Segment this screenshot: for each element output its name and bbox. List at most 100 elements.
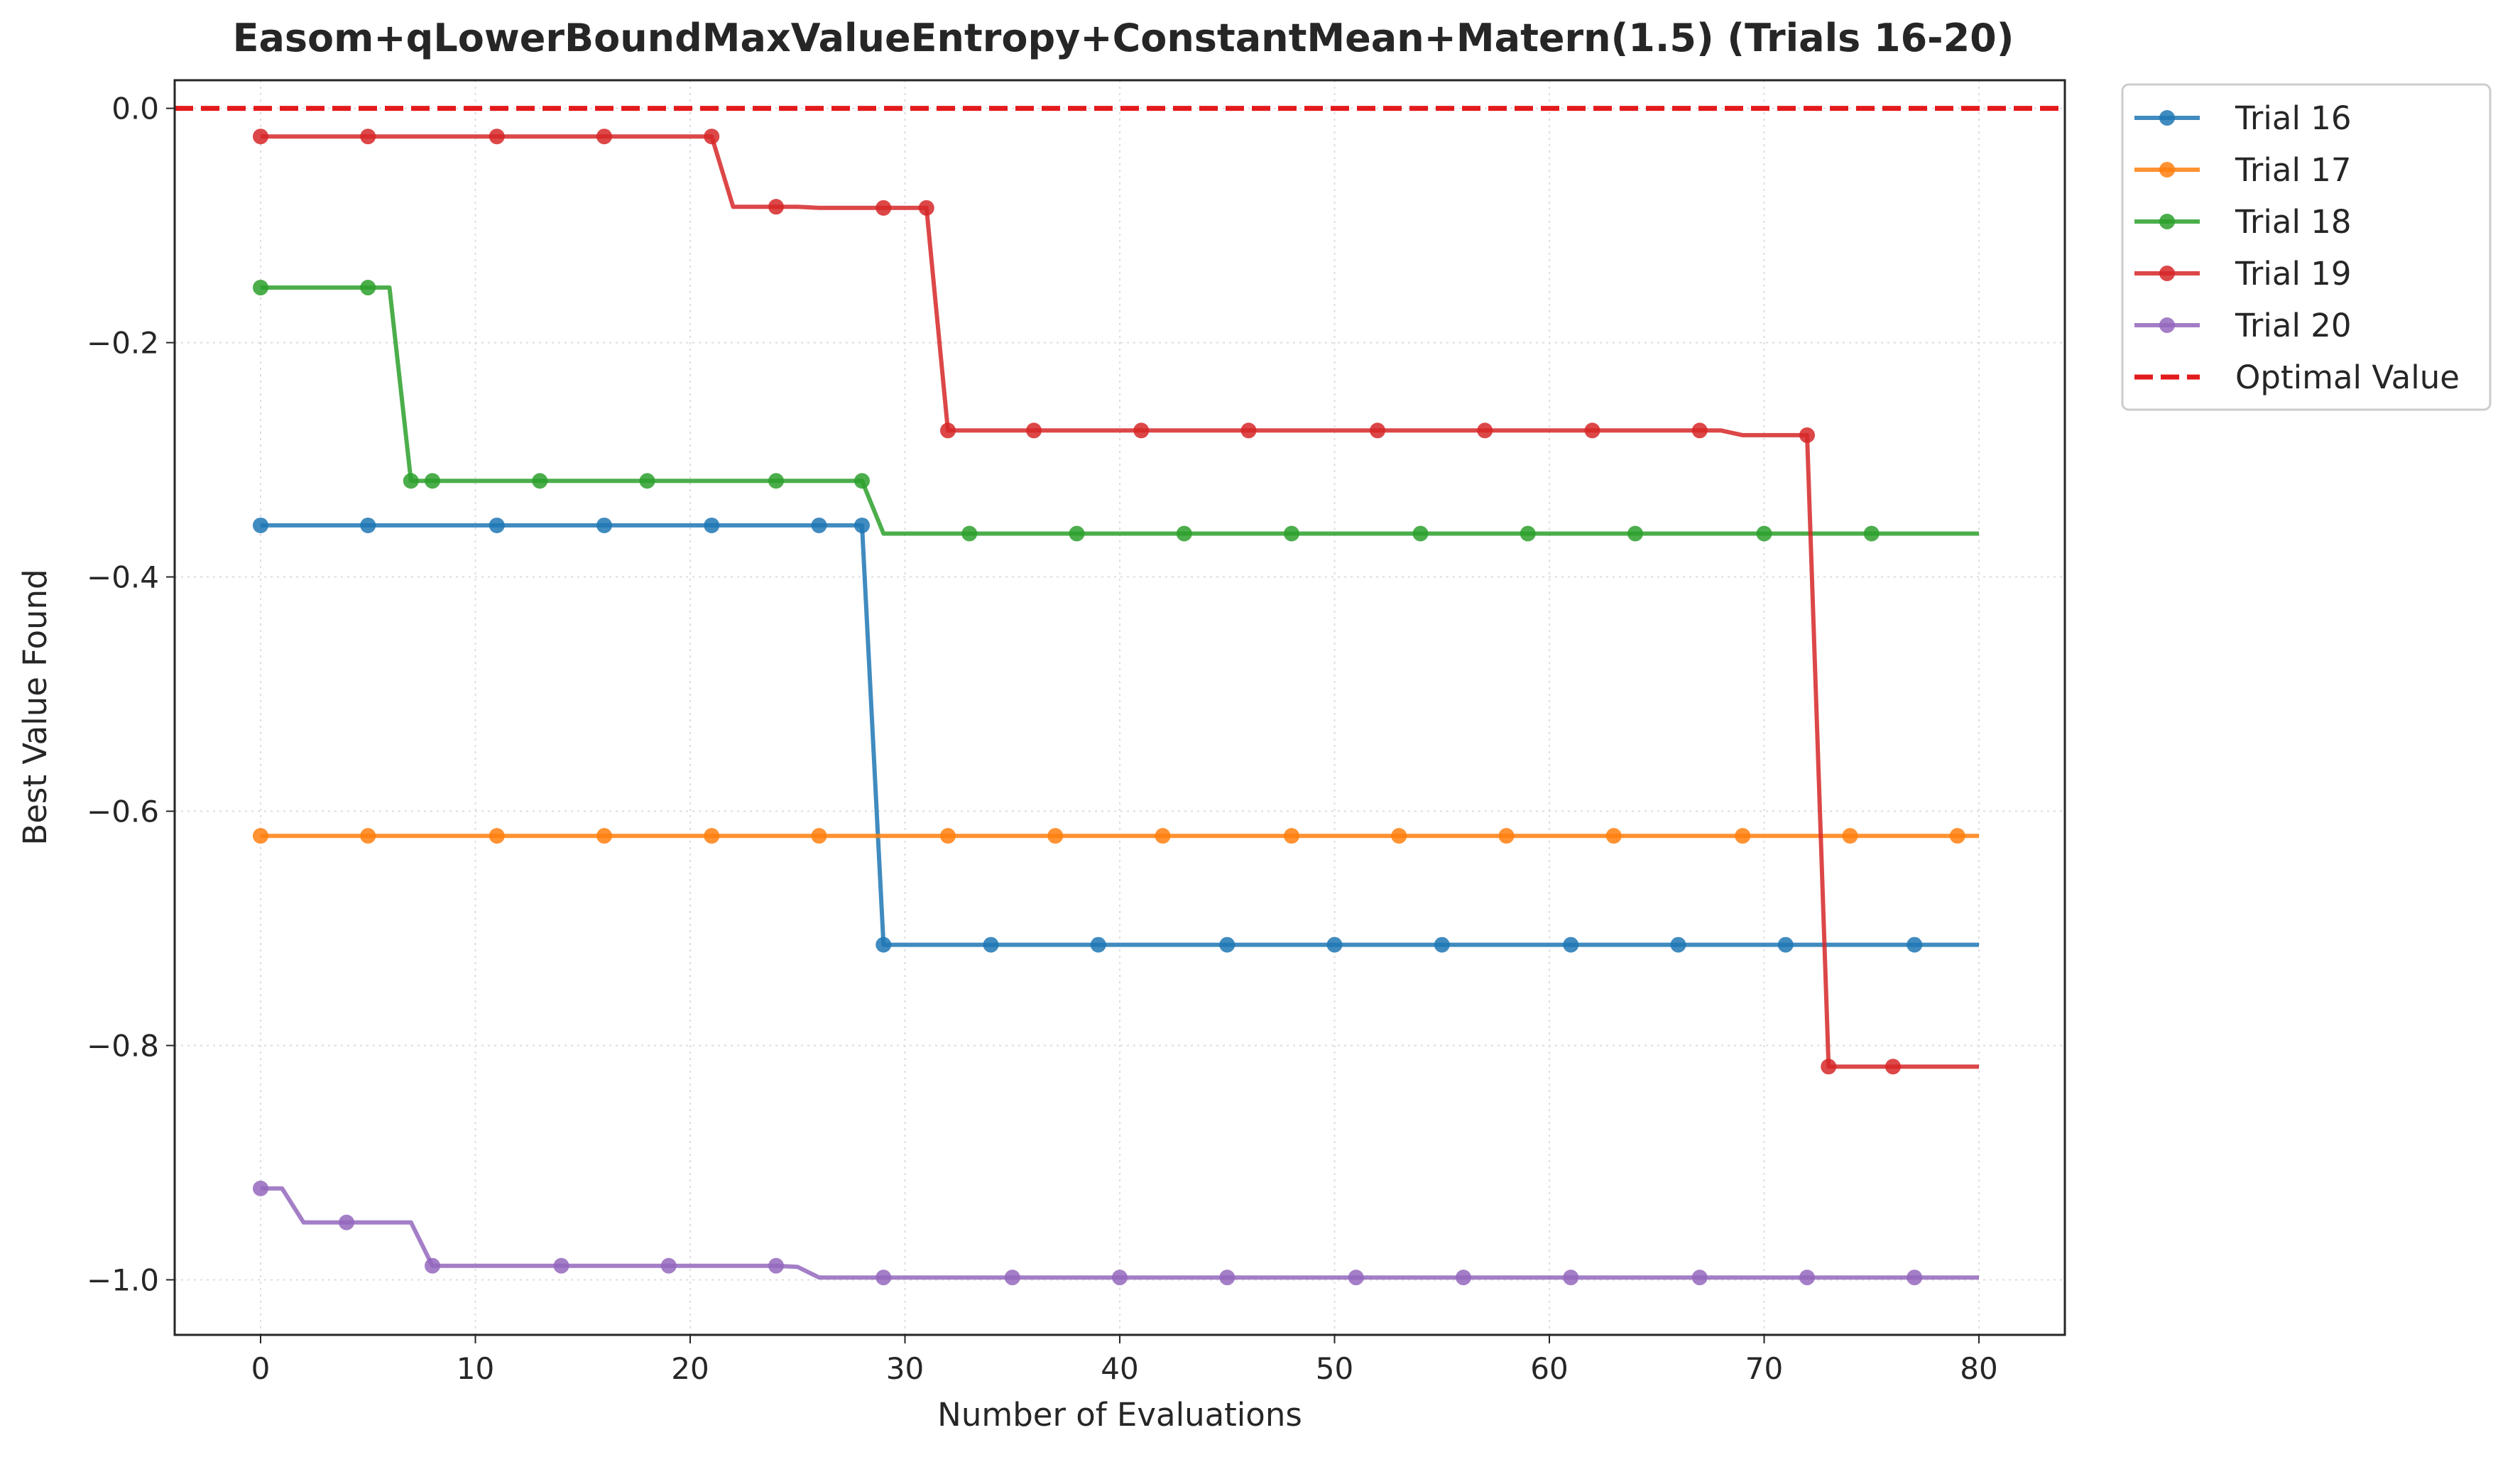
data-point <box>489 828 505 844</box>
data-point <box>253 280 268 296</box>
x-tick-label: 80 <box>1960 1351 1997 1386</box>
data-point <box>940 422 956 439</box>
data-point <box>489 129 505 145</box>
data-point <box>425 1257 440 1274</box>
y-tick-label: 0.0 <box>111 92 159 126</box>
data-point <box>360 129 376 145</box>
data-point <box>1799 427 1815 443</box>
data-point <box>1735 828 1751 844</box>
data-point <box>253 1180 268 1196</box>
data-point <box>1520 525 1536 542</box>
y-tick-label: −0.2 <box>87 326 159 361</box>
data-point <box>532 473 548 489</box>
y-tick-label: −0.4 <box>87 560 159 595</box>
data-point <box>1090 937 1106 953</box>
data-point <box>1563 1270 1579 1286</box>
data-point <box>1563 937 1579 953</box>
legend-marker <box>2159 317 2175 333</box>
data-point <box>1284 828 1299 844</box>
data-point <box>1391 828 1407 844</box>
data-point <box>811 828 827 844</box>
data-point <box>360 517 376 533</box>
data-point <box>1133 422 1150 439</box>
series-trial-19 <box>253 129 1979 1075</box>
data-point <box>704 129 720 145</box>
legend-item: Trial 18 <box>2134 203 2352 241</box>
legend-item: Optimal Value <box>2134 359 2460 396</box>
data-point <box>768 199 784 215</box>
data-point <box>1907 1270 1923 1286</box>
data-point <box>1907 937 1923 953</box>
grid <box>175 80 2065 1335</box>
data-point <box>1777 937 1794 953</box>
data-point <box>1949 828 1965 844</box>
data-point <box>854 517 870 533</box>
legend-label: Trial 20 <box>2235 307 2352 344</box>
legend: Trial 16 Trial 17 Trial 18 Trial 19 Trial 20… <box>2121 83 2492 411</box>
data-point <box>660 1257 677 1274</box>
data-point <box>983 937 999 953</box>
data-point <box>811 517 827 533</box>
x-tick-label: 40 <box>1101 1351 1138 1386</box>
x-tick-label: 0 <box>251 1351 271 1386</box>
data-point <box>1584 422 1600 439</box>
series-trial-16 <box>253 517 1979 953</box>
data-point <box>1863 525 1880 542</box>
data-point <box>1348 1270 1364 1286</box>
data-point <box>1842 828 1858 844</box>
data-point <box>1219 937 1236 953</box>
data-point <box>339 1214 354 1230</box>
data-point <box>704 828 720 844</box>
data-point <box>1821 1059 1837 1075</box>
data-point <box>1670 937 1686 953</box>
data-point <box>1605 828 1622 844</box>
data-point <box>876 1270 892 1286</box>
y-tick-label: −0.8 <box>87 1028 159 1063</box>
y-axis-label: Best Value Found <box>16 569 54 845</box>
data-point <box>1756 525 1772 542</box>
data-point <box>1498 828 1515 844</box>
legend-label: Optimal Value <box>2235 359 2460 396</box>
data-point <box>360 280 376 296</box>
data-point <box>1004 1270 1020 1286</box>
data-point <box>425 473 440 489</box>
data-point <box>403 473 419 489</box>
data-point <box>253 828 268 844</box>
data-point <box>1477 422 1493 439</box>
data-point <box>1112 1270 1128 1286</box>
data-point <box>876 937 892 953</box>
series-layer <box>253 129 1979 1286</box>
legend-item: Trial 17 <box>2134 151 2352 189</box>
x-tick-label: 10 <box>457 1351 494 1386</box>
data-point <box>360 828 376 844</box>
x-tick-label: 30 <box>886 1351 924 1386</box>
data-point <box>961 525 978 542</box>
x-tick-label: 50 <box>1316 1351 1353 1386</box>
legend-label: Trial 17 <box>2235 151 2352 189</box>
data-point <box>1219 1270 1236 1286</box>
data-point <box>1434 937 1450 953</box>
y-tick-label: −0.6 <box>87 795 159 829</box>
x-axis-label: Number of Evaluations <box>937 1396 1302 1434</box>
data-point <box>704 517 720 533</box>
data-point <box>1284 525 1299 542</box>
chart-title: Easom+qLowerBoundMaxValueEntropy+Constan… <box>233 16 2014 60</box>
data-point <box>1691 422 1708 439</box>
data-point <box>489 517 505 533</box>
data-point <box>253 129 268 145</box>
data-point <box>1326 937 1343 953</box>
data-point <box>1799 1270 1815 1286</box>
data-point <box>639 473 655 489</box>
legend-item: Trial 19 <box>2134 255 2352 293</box>
data-point <box>1885 1059 1901 1075</box>
data-point <box>1026 422 1042 439</box>
series-trial-17 <box>253 828 1979 844</box>
data-point <box>1370 422 1385 439</box>
legend-item: Trial 20 <box>2134 307 2352 344</box>
data-point <box>1456 1270 1471 1286</box>
data-point <box>596 129 612 145</box>
legend-item: Trial 16 <box>2134 99 2352 137</box>
data-point <box>596 828 612 844</box>
x-tick-label: 70 <box>1745 1351 1783 1386</box>
